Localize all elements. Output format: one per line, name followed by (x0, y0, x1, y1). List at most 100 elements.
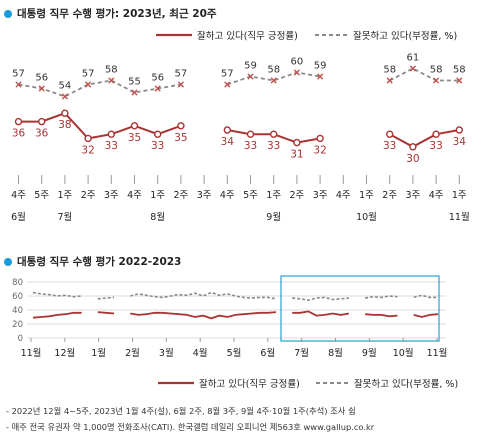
x-tick-label: 1주 (58, 190, 73, 201)
x-tick-label: 2월 (125, 347, 140, 359)
disapprove-marker (247, 73, 254, 80)
disapprove-marker (61, 93, 68, 100)
x-tick-label: 5주 (34, 190, 49, 201)
approve-value-label: 36 (12, 128, 26, 140)
month-label: 8월 (150, 211, 165, 223)
x-tick-label: 1주 (359, 190, 374, 201)
approve-marker (130, 122, 139, 130)
disapprove-value-label: 56 (35, 73, 48, 84)
approve-value-label: 33 (267, 140, 280, 152)
disapprove-marker (386, 77, 393, 84)
disapprove-value-label: 61 (407, 53, 420, 64)
approve-value-label: 33 (383, 140, 396, 152)
approve-marker (293, 138, 301, 147)
month-label: 10월 (356, 211, 377, 223)
legend-disapprove-label: 잘못하고 있다(부정률, %) (353, 30, 457, 42)
approve-value-label: 33 (429, 140, 442, 152)
approve-line (32, 311, 82, 319)
x-tick-label: 3주 (197, 190, 212, 201)
approve-value-label: 38 (58, 119, 71, 131)
y-tick-label: 80 (12, 278, 23, 288)
disapprove-marker (456, 77, 463, 84)
disapprove-line (97, 296, 115, 300)
approve-marker (455, 126, 463, 134)
approve-value-label: 32 (81, 144, 94, 156)
y-tick-label: 60 (12, 292, 23, 302)
disapprove-marker (317, 73, 324, 80)
approve-value-label: 32 (313, 144, 326, 156)
x-tick-label: 1주 (150, 190, 165, 201)
approve-marker (386, 130, 394, 138)
x-tick-label: 11월 (427, 347, 448, 359)
x-tick-label: 4주 (220, 190, 235, 201)
x-tick-label: 6월 (260, 347, 275, 359)
x-tick-label: 7월 (294, 347, 309, 359)
recent-20-weeks-highlight-box (280, 275, 440, 342)
disapprove-marker (131, 89, 138, 96)
approve-value-label: 33 (244, 140, 257, 152)
disapprove-marker (433, 77, 440, 84)
disapprove-line (413, 294, 438, 299)
disapprove-line (364, 295, 398, 299)
approve-marker (270, 130, 278, 138)
approve-marker (246, 130, 255, 138)
top-chart-title-row: 대통령 직무 수행 평가: 2023년, 최근 20주 (4, 6, 217, 21)
disapprove-line (227, 71, 321, 86)
footnote-methodology: - 매주 전국 유권자 약 1,000명 전화조사(CATI). 한국갤럽 데일… (6, 422, 375, 432)
approve-line (389, 129, 460, 148)
approve-value-label: 34 (453, 136, 467, 148)
x-tick-label: 1월 (91, 347, 106, 359)
x-tick-label: 2주 (81, 190, 96, 201)
x-tick-label: 10월 (393, 347, 414, 359)
x-tick-label: 4주 (336, 190, 351, 201)
approve-marker (153, 130, 162, 138)
footnote-skipped-weeks: - 2022년 12월 4~5주, 2023년 1월 4주(설), 6월 2주,… (6, 406, 356, 416)
approve-marker (409, 143, 417, 151)
x-tick-label: 12월 (54, 347, 75, 359)
disapprove-value-label: 54 (59, 81, 72, 92)
disapprove-value-label: 58 (383, 65, 396, 76)
disapprove-line (292, 296, 349, 302)
approve-line (365, 313, 398, 318)
disapprove-marker (270, 77, 277, 84)
disapprove-marker (177, 81, 184, 88)
bottom-chart-title: 대통령 직무 수행 평가 2022-2023 (17, 256, 182, 268)
approve-marker (107, 130, 116, 138)
disapprove-marker (224, 81, 231, 88)
disapprove-marker (293, 69, 300, 76)
approve-marker (14, 117, 23, 126)
legend-approve-label: 잘하고 있다(직무 긍정률) (199, 378, 300, 390)
bullet-dot-icon (4, 257, 12, 266)
disapprove-marker (409, 65, 416, 72)
disapprove-marker (85, 81, 92, 88)
month-label: 7월 (58, 211, 73, 223)
x-tick-label: 5주 (243, 190, 258, 201)
x-tick-label: 4주 (11, 190, 26, 201)
x-tick-label: 4주 (429, 190, 444, 201)
disapprove-marker (15, 81, 22, 88)
bottom-chart-title-row: 대통령 직무 수행 평가 2022-2023 (4, 254, 181, 269)
disapprove-value-label: 57 (82, 69, 95, 80)
approve-marker (38, 117, 46, 126)
x-tick-label: 2주 (174, 190, 189, 201)
approve-value-label: 35 (128, 132, 141, 144)
approve-value-label: 30 (406, 153, 419, 165)
month-label: 9월 (266, 211, 281, 223)
approve-marker (177, 122, 185, 130)
x-tick-label: 1주 (266, 190, 281, 201)
x-tick-label: 3주 (104, 190, 119, 201)
x-tick-label: 5월 (227, 347, 242, 359)
approve-value-label: 33 (151, 140, 164, 152)
disapprove-value-label: 57 (175, 69, 188, 80)
approve-marker (432, 130, 440, 138)
x-tick-label: 8월 (328, 347, 343, 359)
disapprove-line (389, 67, 460, 82)
bullet-dot-icon (4, 9, 12, 18)
disapprove-line (32, 291, 82, 298)
approve-line (97, 311, 115, 315)
disapprove-value-label: 57 (12, 69, 25, 80)
x-tick-label: 3월 (159, 347, 174, 359)
x-tick-label: 3주 (406, 190, 421, 201)
x-tick-label: 2주 (290, 190, 305, 201)
